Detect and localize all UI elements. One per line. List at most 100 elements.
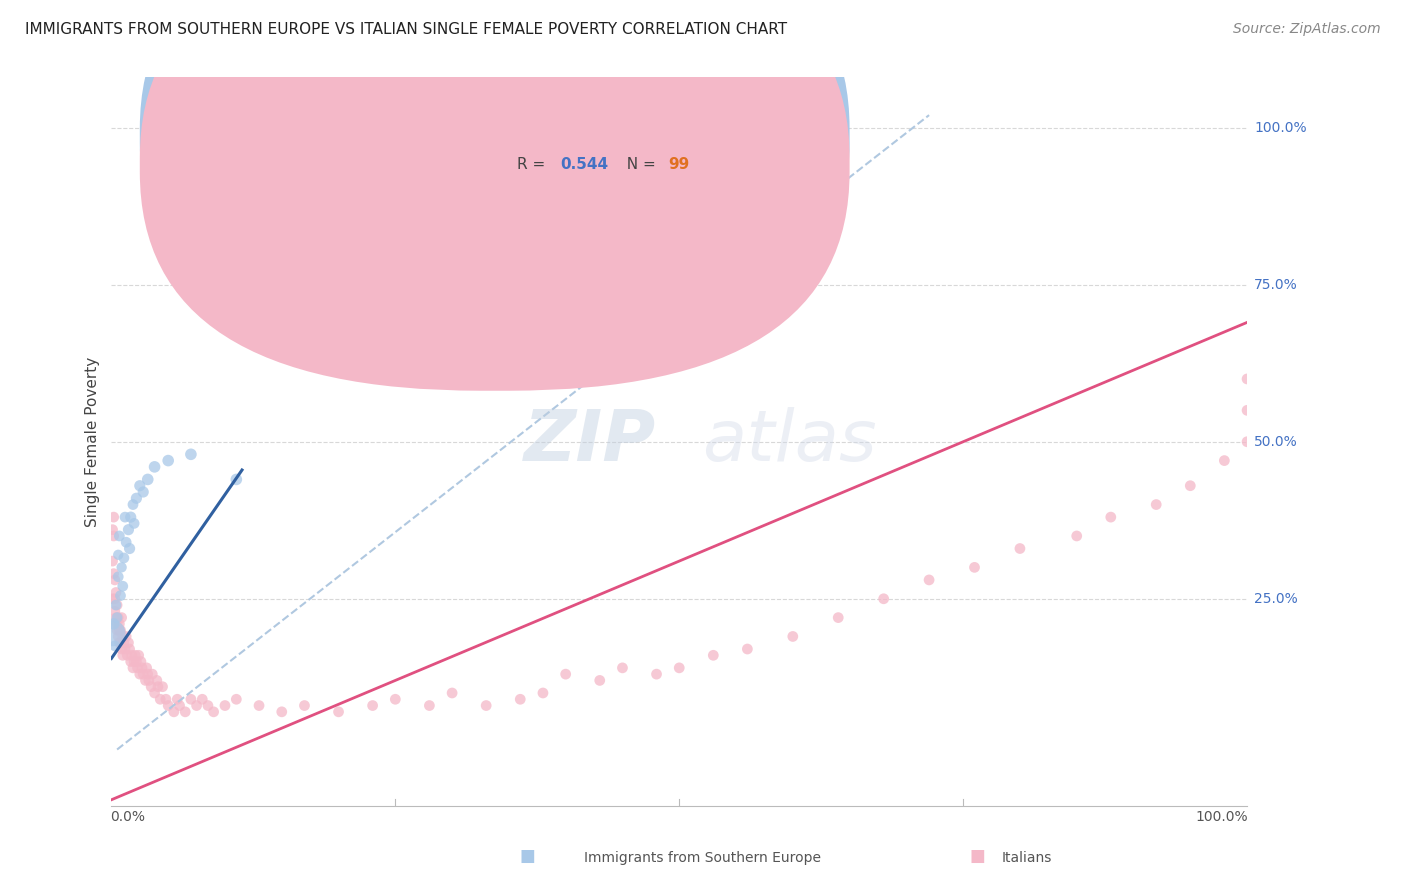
- Point: [122, 516, 145, 531]
- Point: [186, 698, 208, 713]
- Text: R =: R =: [517, 128, 550, 144]
- Point: [225, 472, 247, 486]
- Point: [872, 591, 894, 606]
- Point: [108, 616, 131, 631]
- Point: [101, 626, 124, 640]
- Point: [110, 636, 132, 650]
- Point: [1099, 510, 1122, 524]
- Text: 0.544: 0.544: [560, 157, 609, 172]
- Point: [827, 610, 849, 624]
- Point: [475, 698, 498, 713]
- Point: [418, 698, 440, 713]
- Y-axis label: Single Female Poverty: Single Female Poverty: [86, 357, 100, 527]
- Point: [157, 453, 180, 467]
- Point: [107, 630, 129, 644]
- Point: [361, 698, 384, 713]
- Point: [103, 616, 125, 631]
- Point: [737, 642, 759, 657]
- Point: [270, 705, 292, 719]
- Point: [146, 680, 169, 694]
- Point: [107, 570, 129, 584]
- Point: [110, 589, 132, 603]
- FancyBboxPatch shape: [139, 0, 849, 361]
- Point: [225, 692, 247, 706]
- Point: [191, 692, 214, 706]
- FancyBboxPatch shape: [139, 0, 849, 391]
- Point: [125, 655, 148, 669]
- Point: [128, 479, 150, 493]
- Point: [180, 447, 202, 461]
- Point: [104, 598, 127, 612]
- Text: 100.0%: 100.0%: [1254, 120, 1306, 135]
- Point: [1213, 453, 1236, 467]
- Point: [118, 642, 141, 657]
- Point: [129, 655, 152, 669]
- Point: [197, 698, 219, 713]
- Point: [104, 591, 127, 606]
- Text: atlas: atlas: [702, 408, 876, 476]
- Text: 75.0%: 75.0%: [1254, 277, 1298, 292]
- Point: [384, 692, 406, 706]
- Point: [174, 705, 197, 719]
- Point: [136, 667, 159, 681]
- Point: [1236, 372, 1258, 386]
- Point: [127, 661, 149, 675]
- Point: [1008, 541, 1031, 556]
- Point: [166, 692, 188, 706]
- Point: [128, 648, 150, 663]
- Point: [105, 616, 128, 631]
- Point: [157, 698, 180, 713]
- Point: [963, 560, 986, 574]
- Point: [108, 529, 131, 543]
- Text: 100.0%: 100.0%: [1195, 810, 1249, 823]
- Point: [114, 642, 136, 657]
- Point: [101, 591, 124, 606]
- Point: [509, 692, 531, 706]
- Point: [138, 673, 160, 688]
- Point: [122, 655, 145, 669]
- Text: 50.0%: 50.0%: [1254, 434, 1298, 449]
- Point: [105, 610, 128, 624]
- Point: [441, 686, 464, 700]
- Point: [132, 485, 155, 500]
- Point: [645, 667, 668, 681]
- Point: [155, 692, 177, 706]
- Point: [612, 661, 634, 675]
- Point: [122, 498, 145, 512]
- FancyBboxPatch shape: [464, 111, 759, 205]
- Point: [111, 560, 134, 574]
- Point: [135, 661, 157, 675]
- Point: [117, 523, 139, 537]
- Point: [105, 598, 128, 612]
- Point: [554, 667, 576, 681]
- Point: [121, 648, 143, 663]
- Point: [120, 510, 142, 524]
- Point: [131, 661, 153, 675]
- Text: 0.701: 0.701: [560, 128, 607, 144]
- Text: IMMIGRANTS FROM SOUTHERN EUROPE VS ITALIAN SINGLE FEMALE POVERTY CORRELATION CHA: IMMIGRANTS FROM SOUTHERN EUROPE VS ITALI…: [25, 22, 787, 37]
- Point: [111, 579, 134, 593]
- Point: [104, 604, 127, 618]
- Text: 27: 27: [668, 128, 689, 144]
- Text: Immigrants from Southern Europe: Immigrants from Southern Europe: [585, 851, 821, 865]
- Point: [125, 491, 148, 506]
- Point: [169, 698, 191, 713]
- Point: [146, 673, 169, 688]
- Point: [163, 705, 186, 719]
- Point: [1236, 434, 1258, 449]
- Point: [1144, 498, 1167, 512]
- Point: [110, 623, 132, 637]
- Point: [152, 680, 174, 694]
- Point: [136, 472, 159, 486]
- Point: [702, 648, 724, 663]
- Point: [328, 705, 350, 719]
- Point: [108, 636, 131, 650]
- Point: [180, 692, 202, 706]
- Point: [1180, 479, 1202, 493]
- Text: R =: R =: [517, 157, 550, 172]
- Point: [103, 566, 125, 581]
- Point: [214, 698, 236, 713]
- Point: [782, 630, 804, 644]
- Point: [112, 550, 135, 565]
- Point: [132, 667, 155, 681]
